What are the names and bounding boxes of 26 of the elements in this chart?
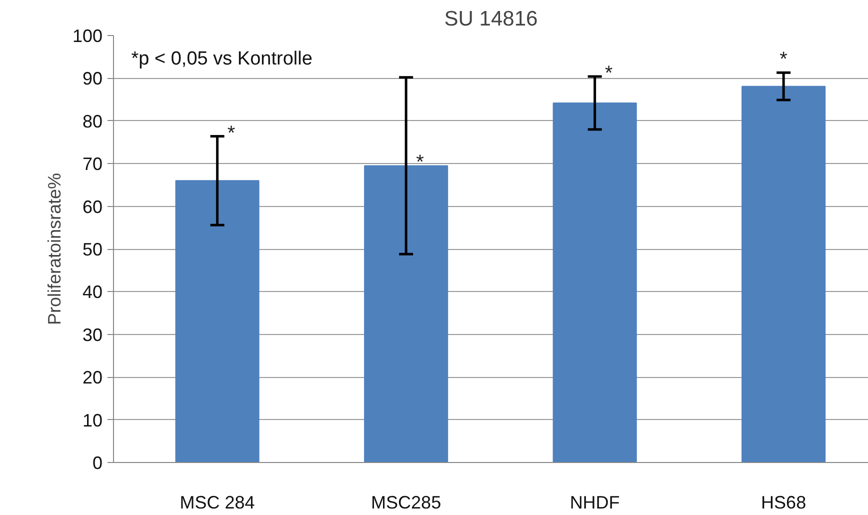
bar — [175, 180, 260, 462]
y-tick-label: 80 — [82, 111, 103, 132]
annotation: * — [416, 152, 424, 174]
y-tick-label: 30 — [82, 324, 103, 345]
chart-title: SU 14816 — [444, 8, 538, 30]
bar — [552, 102, 637, 462]
y-tick-label: 70 — [82, 154, 103, 174]
y-tick-label: 90 — [82, 68, 103, 89]
x-tick-label: MSC 284 — [180, 492, 255, 512]
annotation: * — [780, 48, 788, 71]
x-tick-label: NHDF — [570, 492, 620, 512]
y-tick-label: 50 — [82, 240, 103, 260]
annotation: *p < 0,05 vs Kontrolle — [131, 48, 312, 70]
y-tick-label: 100 — [72, 26, 103, 46]
x-tick-label: HS68 — [761, 492, 806, 512]
y-tick-label: 20 — [82, 368, 103, 388]
bar — [364, 165, 448, 462]
y-tick-label: 60 — [82, 196, 103, 217]
y-axis-title: Proliferatoinsrate% — [44, 172, 64, 326]
x-tick-label: MSC285 — [371, 492, 442, 512]
annotation: * — [604, 62, 613, 84]
y-tick-label: 10 — [82, 410, 103, 430]
bar — [742, 86, 826, 462]
y-tick-label: 0 — [92, 453, 103, 473]
y-tick-label: 40 — [82, 282, 103, 302]
annotation: * — [227, 122, 236, 144]
